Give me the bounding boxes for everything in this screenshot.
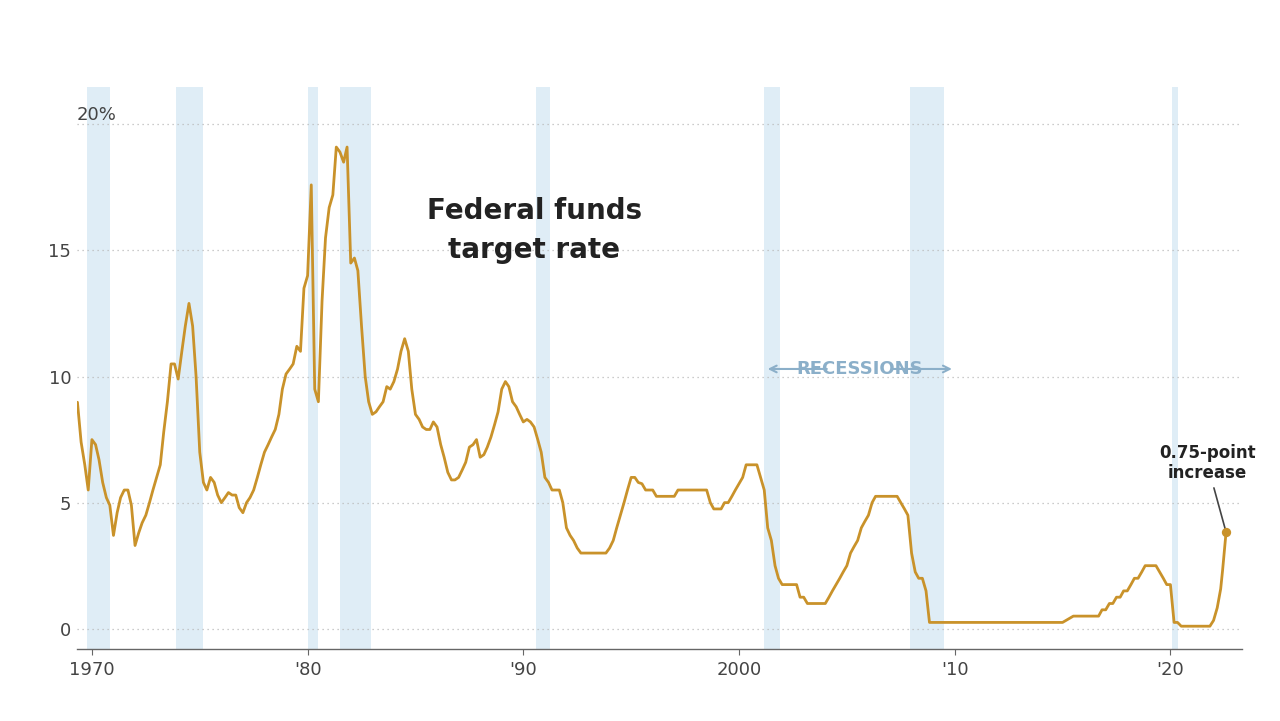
Bar — [536, 87, 550, 649]
Text: Federal funds
target rate: Federal funds target rate — [426, 197, 641, 264]
Text: 20%: 20% — [77, 107, 116, 124]
Bar — [1172, 87, 1178, 649]
Text: 0.75-point
increase: 0.75-point increase — [1158, 443, 1256, 529]
Bar — [307, 87, 319, 649]
Bar — [87, 87, 110, 649]
Bar — [764, 87, 781, 649]
Point — [1216, 526, 1236, 538]
Bar — [177, 87, 204, 649]
Bar — [910, 87, 943, 649]
Bar — [340, 87, 371, 649]
Text: RECESSIONS: RECESSIONS — [796, 360, 923, 378]
